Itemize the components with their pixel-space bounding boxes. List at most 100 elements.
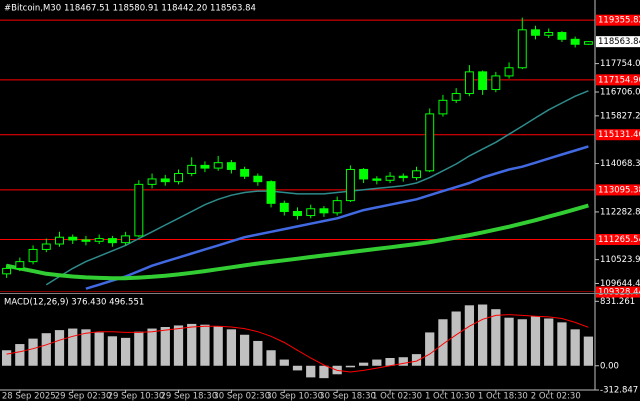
macd-bar: [107, 336, 118, 366]
moving-average: [6, 203, 589, 281]
macd-bar: [187, 323, 197, 366]
macd-bar: [530, 316, 541, 366]
candle-body: [398, 175, 408, 179]
x-tick-label: 30 Sep 18:30: [319, 392, 376, 401]
macd-signal: [6, 314, 589, 373]
macd-bar: [345, 365, 356, 368]
macd-plot: [1, 304, 594, 379]
level-label: 119355.82: [598, 16, 640, 26]
candle-body: [213, 162, 223, 169]
macd-bar: [160, 327, 170, 366]
candle-body: [240, 168, 250, 177]
macd-bar: [358, 362, 369, 366]
macd-bar: [200, 324, 210, 366]
candle-body: [134, 183, 144, 237]
candle-body: [385, 175, 395, 181]
level-label-bg: [596, 14, 640, 26]
x-tick-label: 29 Sep 18:30: [161, 392, 218, 401]
level-label: 117154.96: [598, 75, 640, 85]
macd-bar: [306, 365, 316, 378]
candle-body: [200, 164, 210, 169]
macd-bar: [544, 318, 554, 366]
price-plot: [0, 17, 595, 292]
x-tick-label: 28 Sep 2025: [2, 392, 56, 401]
candle-body: [293, 210, 302, 217]
macd-bar: [253, 340, 263, 366]
macd-bar: [477, 304, 488, 366]
macd-bar: [279, 359, 289, 366]
macd-y-tick-label: -312.847: [600, 386, 638, 396]
macd-bar: [120, 337, 131, 366]
candle-body: [531, 29, 540, 36]
candle-body: [174, 173, 183, 183]
y-tick-label: 116706.06: [600, 88, 640, 98]
x-tick-label: 2 Oct 02:30: [531, 392, 581, 401]
macd-y-tick-label: 0.00: [600, 361, 619, 371]
candle-body: [359, 168, 369, 180]
level-label: 113095.38: [598, 185, 640, 195]
candle-body: [160, 178, 170, 183]
candle-body: [557, 32, 567, 40]
candle-body: [147, 178, 157, 185]
y-tick-label: 109644.45: [600, 279, 640, 289]
current-price-label: 118563.84: [598, 37, 640, 47]
chart-title: #Bitcoin,M30: [4, 4, 61, 14]
macd-bar: [54, 330, 65, 366]
macd-bar: [385, 358, 395, 366]
candle-body: [266, 181, 276, 204]
macd-bar: [491, 309, 501, 366]
candle-body: [464, 71, 474, 95]
y-tick-label: 112282.88: [600, 207, 640, 217]
macd-title: MACD(12,26,9) 376.430 496.551: [4, 298, 144, 308]
macd-bar: [94, 332, 104, 366]
level-label-bg: [596, 286, 640, 298]
candle-body: [253, 175, 263, 183]
candle-body: [68, 236, 78, 241]
macd-bar: [504, 317, 514, 366]
moving-average: [45, 90, 589, 286]
candle-body: [372, 178, 382, 181]
macd-bar: [28, 338, 38, 366]
candle-body: [226, 162, 236, 170]
candle-body: [107, 238, 117, 244]
macd-y-tick-label: 831.261: [600, 297, 635, 307]
macd-bar: [239, 334, 250, 366]
macd-bar: [147, 328, 157, 366]
macd-bar: [1, 350, 12, 366]
candle-body: [187, 164, 197, 175]
macd-bar: [398, 357, 408, 366]
level-label-bg: [596, 129, 640, 141]
macd-bar: [319, 365, 329, 379]
candle-body: [451, 93, 461, 101]
candle-body: [570, 38, 580, 45]
macd-bar: [570, 329, 580, 366]
candle-body: [15, 261, 25, 269]
macd-bar: [583, 336, 594, 366]
candle-body: [279, 202, 289, 212]
x-tick-label: 29 Sep 02:30: [55, 392, 112, 401]
x-tick-label: 1 Oct 10:30: [425, 392, 475, 401]
macd-bar: [292, 365, 303, 371]
level-label: 111265.54: [598, 235, 640, 245]
moving-average: [85, 145, 589, 290]
candle-body: [438, 99, 448, 115]
macd-bar: [438, 319, 448, 366]
level-label: 109328.44: [598, 288, 640, 298]
macd-bar: [425, 332, 435, 366]
candle-body: [478, 71, 488, 90]
candle-body: [332, 200, 342, 214]
ohlc-readout: 118467.51 118580.91 118442.20 118563.84: [64, 4, 256, 14]
y-tick-label: 115827.25: [600, 111, 640, 121]
macd-bar: [41, 333, 51, 366]
level-label-bg: [596, 184, 640, 196]
candle-body: [81, 239, 91, 242]
candle-body: [345, 168, 355, 202]
macd-bar: [81, 329, 91, 366]
x-tick-label: 1 Oct 02:30: [372, 392, 422, 401]
macd-bar: [15, 344, 25, 366]
macd-bar: [464, 305, 475, 366]
level-label-bg: [596, 74, 640, 86]
macd-bar: [266, 350, 276, 366]
overlay: 117754.08 116706.06 115827.25 114068.35 1122…: [2, 14, 640, 401]
